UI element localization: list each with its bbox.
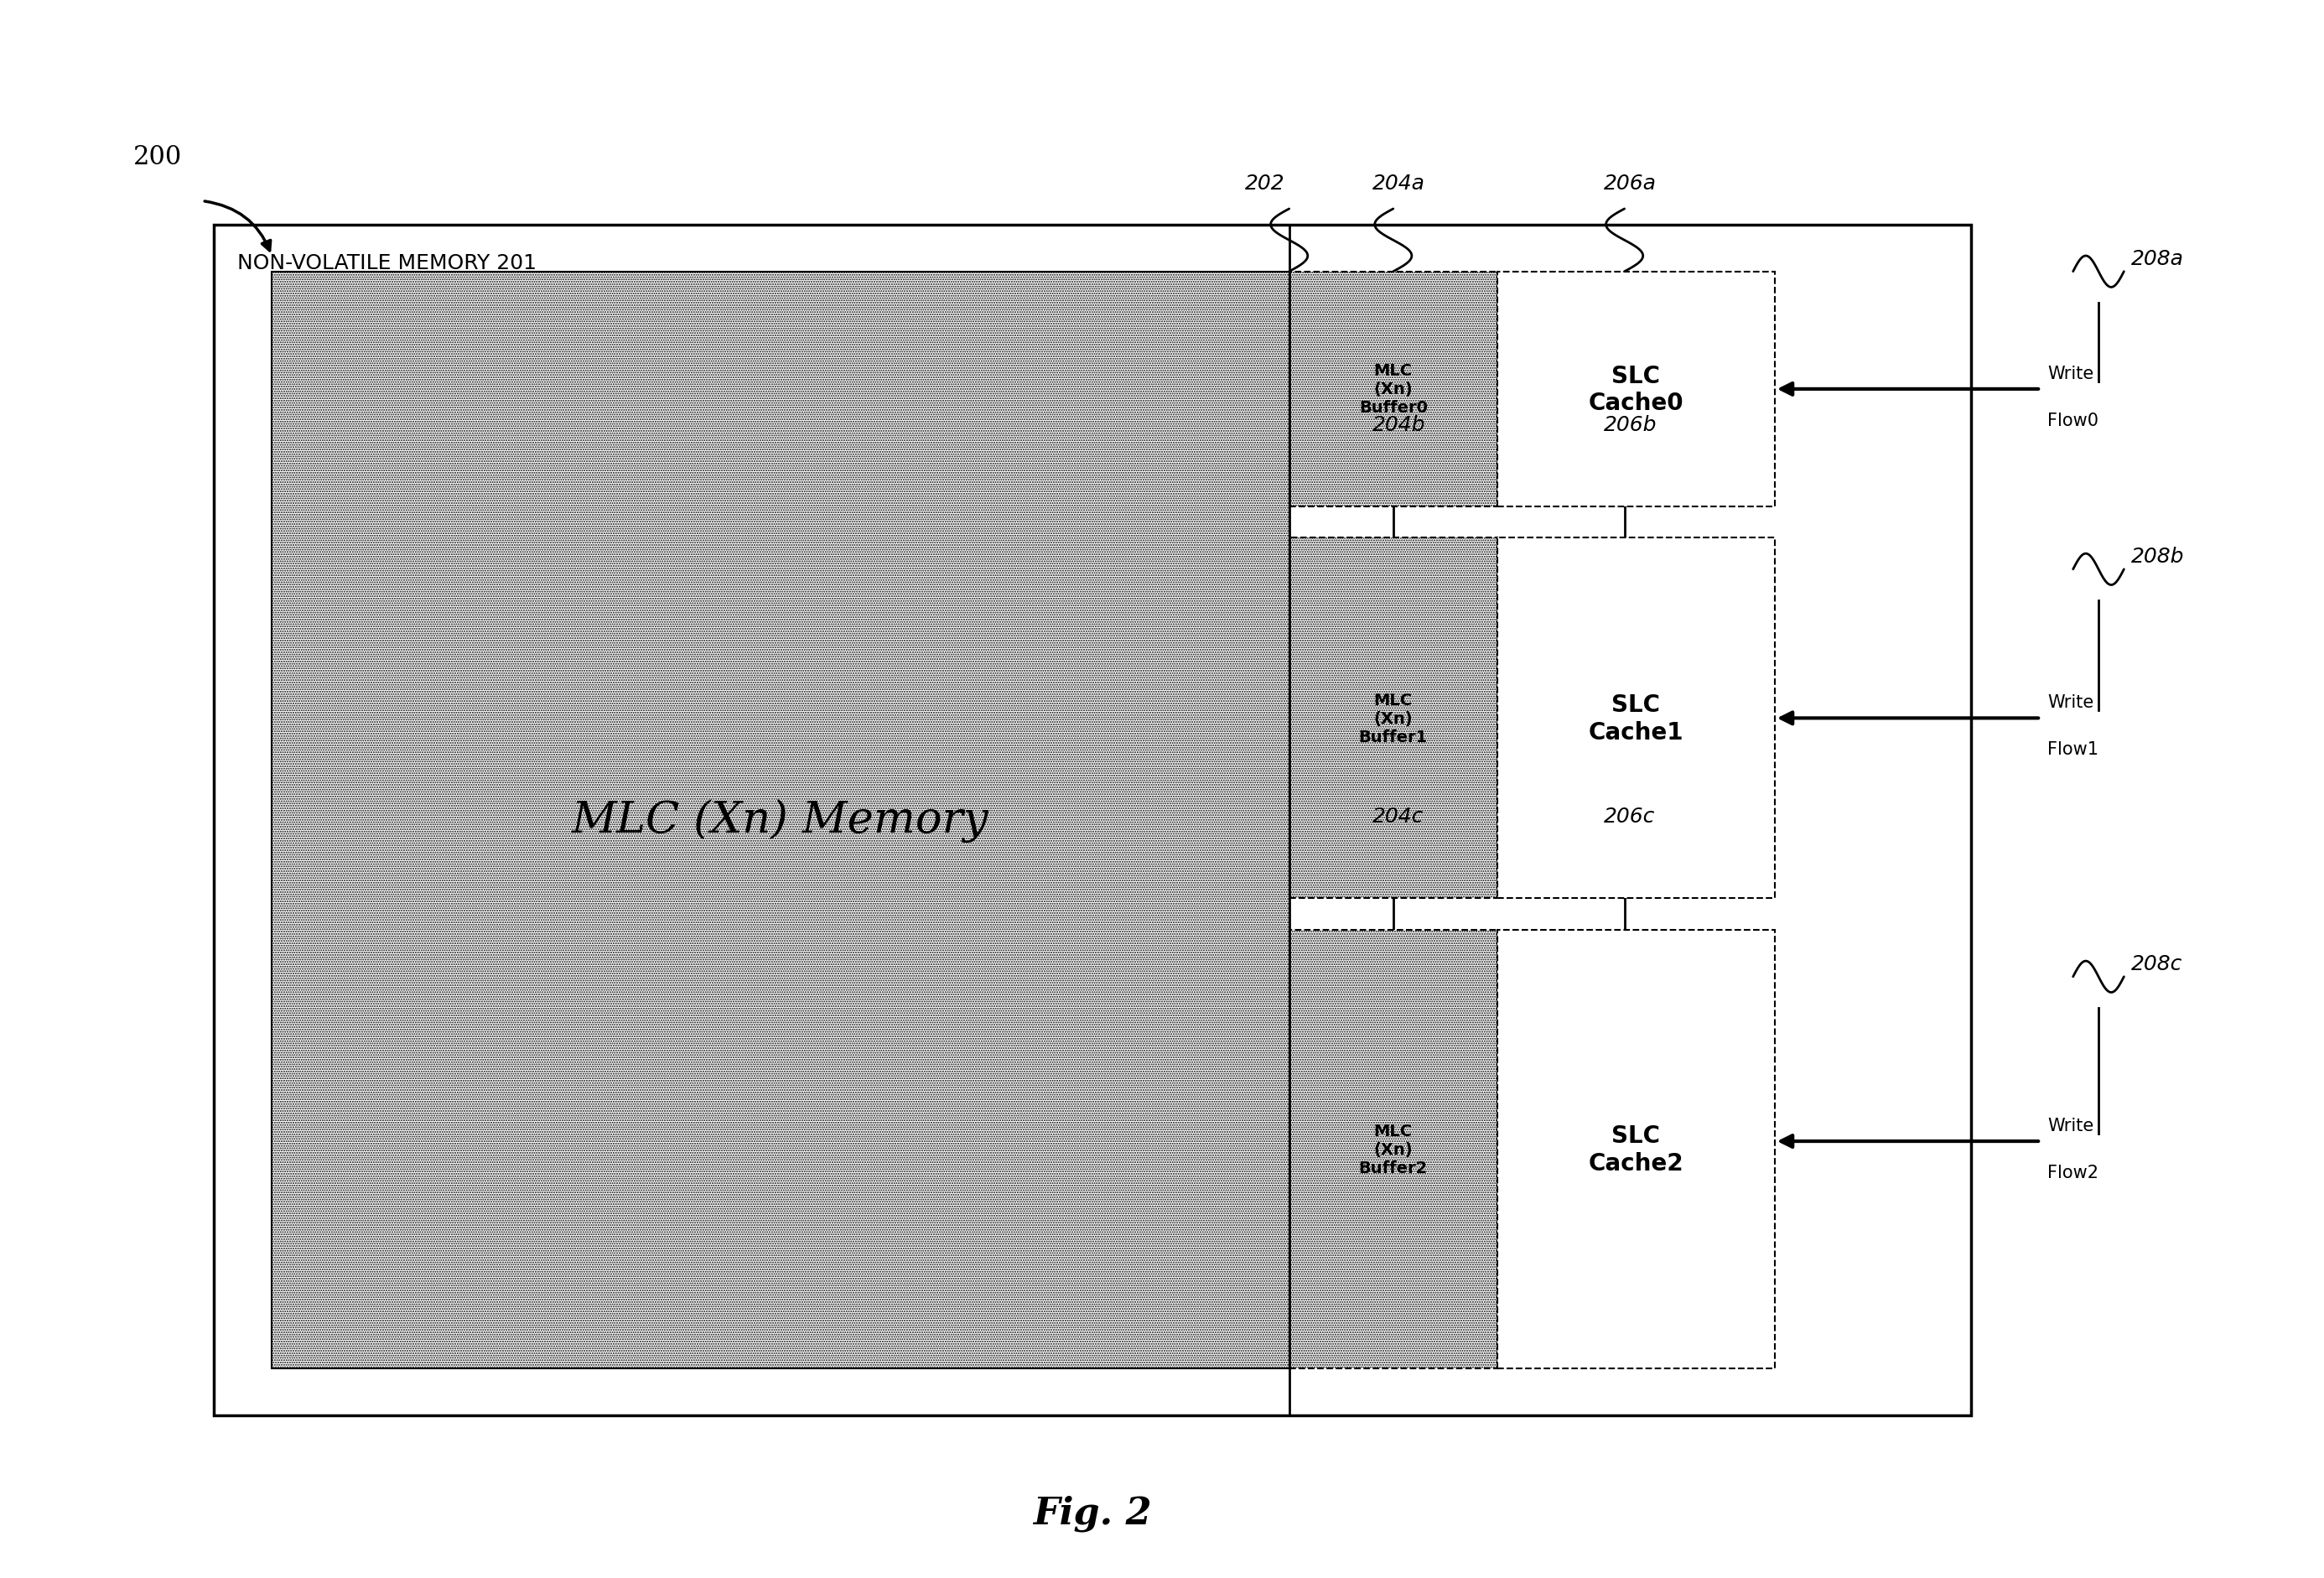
Bar <box>1290 271 1497 507</box>
Text: MLC (Xn) Memory: MLC (Xn) Memory <box>572 798 990 843</box>
Text: 204a: 204a <box>1373 174 1425 194</box>
Text: 204b: 204b <box>1373 415 1425 436</box>
Text: SLC
Cache0: SLC Cache0 <box>1587 365 1683 415</box>
Text: 208b: 208b <box>2131 546 2185 567</box>
Text: 206b: 206b <box>1604 415 1657 436</box>
Text: Fig. 2: Fig. 2 <box>1034 1494 1153 1531</box>
Bar <box>214 226 1971 1415</box>
Text: Flow0: Flow0 <box>2047 412 2099 429</box>
Text: 206a: 206a <box>1604 174 1657 194</box>
Bar <box>1290 538 1497 898</box>
Text: Write: Write <box>2047 365 2094 382</box>
Text: NON-VOLATILE MEMORY 201: NON-VOLATILE MEMORY 201 <box>237 254 537 273</box>
Text: Write: Write <box>2047 1117 2094 1133</box>
Text: 208a: 208a <box>2131 249 2185 268</box>
Text: 200: 200 <box>132 144 181 170</box>
Text: Write: Write <box>2047 694 2094 710</box>
Text: Flow2: Flow2 <box>2047 1165 2099 1180</box>
Bar <box>272 271 1290 1368</box>
Text: SLC
Cache2: SLC Cache2 <box>1587 1124 1683 1174</box>
Bar <box>1290 929 1497 1368</box>
Text: MLC
(Xn)
Buffer2: MLC (Xn) Buffer2 <box>1360 1124 1427 1176</box>
Text: SLC
Cache1: SLC Cache1 <box>1590 693 1683 743</box>
Bar <box>1497 271 1776 507</box>
Text: 208c: 208c <box>2131 953 2182 974</box>
Text: 206c: 206c <box>1604 806 1655 827</box>
Bar <box>1497 538 1776 898</box>
Text: 204c: 204c <box>1373 806 1425 827</box>
Text: MLC
(Xn)
Buffer1: MLC (Xn) Buffer1 <box>1360 693 1427 745</box>
Text: Flow1: Flow1 <box>2047 742 2099 757</box>
Text: 202: 202 <box>1246 174 1285 194</box>
Text: MLC
(Xn)
Buffer0: MLC (Xn) Buffer0 <box>1360 363 1427 417</box>
Bar <box>1497 929 1776 1368</box>
